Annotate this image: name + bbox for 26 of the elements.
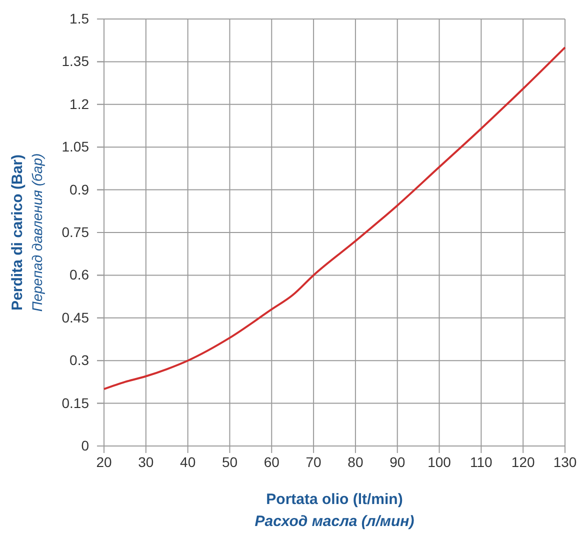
x-tick-label: 50: [222, 454, 238, 470]
x-tick-label: 130: [553, 454, 577, 470]
y-tick-label: 1.05: [62, 138, 90, 155]
x-tick-label: 90: [390, 454, 406, 470]
y-tick-label: 0: [81, 437, 90, 454]
x-axis-title: Portata olio (lt/min) Расход масла (л/мин): [254, 491, 414, 530]
x-tick-label: 40: [180, 454, 196, 470]
x-tick-label: 100: [428, 454, 452, 470]
x-tick-label: 110: [470, 454, 493, 470]
y-tick-label: 0.75: [62, 224, 90, 240]
y-tick-label: 1.35: [62, 53, 90, 70]
x-tick-label: 70: [306, 454, 322, 470]
x-tick-label: 80: [348, 454, 364, 470]
y-tick-label: 0.9: [70, 181, 90, 198]
x-tick-label: 60: [264, 454, 280, 470]
x-tick-label: 30: [138, 454, 154, 470]
y-tick-label: 0.6: [70, 266, 90, 283]
y-tick-label: 0.15: [62, 394, 90, 411]
y-tick-label: 0.45: [62, 309, 90, 326]
y-tick-label: 1.2: [70, 96, 90, 112]
x-tick-label: 20: [96, 454, 112, 470]
line-series: [103, 46, 566, 390]
x-tick-label: 120: [511, 454, 535, 470]
y-axis-title: Perdita di carico (Bar) Перепад давления (бар): [9, 153, 45, 312]
y-tick-label: 0.3: [70, 352, 90, 368]
y-tick-label: 1.5: [70, 10, 90, 26]
